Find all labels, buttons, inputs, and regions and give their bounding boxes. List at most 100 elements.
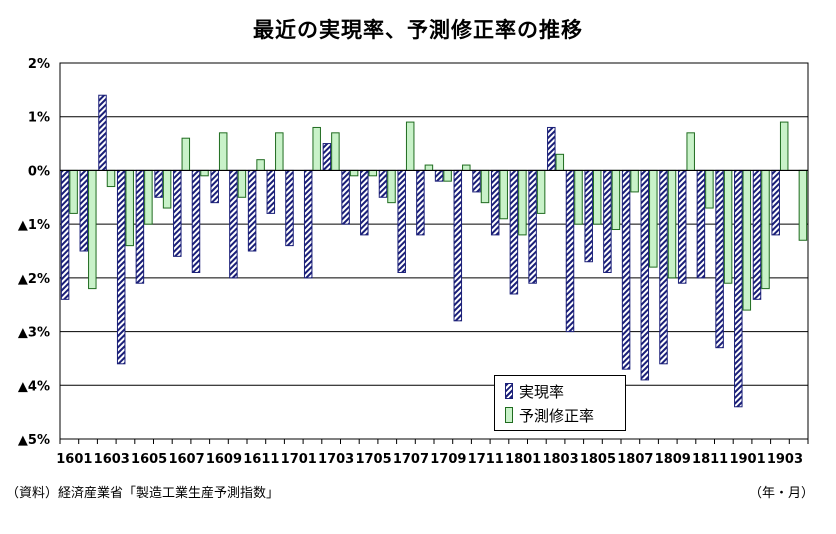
bar-s1-1704	[349, 169, 359, 177]
bar-s1-1603	[106, 169, 116, 188]
bar-s1-1702	[312, 126, 321, 171]
x-tick-label-1711: 1711	[468, 452, 504, 467]
x-tick-label-1901: 1901	[729, 452, 765, 467]
bar-s1-1706	[387, 169, 396, 204]
bar-s0-1703	[322, 143, 332, 171]
x-tick-label-1603: 1603	[94, 452, 130, 467]
bar-s1-1806	[611, 169, 621, 231]
legend-label-1: 予測修正率	[519, 406, 595, 425]
x-tick-label-1611: 1611	[243, 452, 279, 467]
bar-s0-1801	[509, 169, 519, 295]
legend: 実現率 予測修正率	[494, 375, 626, 431]
bar-s1-1802	[536, 169, 546, 214]
bar-s0-1603	[98, 94, 107, 171]
plot-frame	[59, 62, 809, 440]
legend-label-0: 実現率	[519, 382, 565, 401]
bar-s0-1804	[565, 169, 575, 333]
bar-s1-1710	[462, 164, 471, 171]
bar-s0-1610	[229, 169, 238, 279]
legend-swatch-green	[505, 407, 513, 423]
bar-s0-1709	[434, 169, 444, 182]
y-tick-label-3: ▲1%	[18, 218, 50, 233]
chart-title: 最近の実現率、予測修正率の推移	[253, 18, 583, 42]
bar-s1-1604	[125, 169, 134, 247]
bar-s0-1708	[416, 169, 425, 236]
bar-s0-1803	[547, 126, 556, 171]
bar-s0-1607	[173, 169, 182, 257]
bar-s0-1711	[472, 169, 481, 193]
legend-swatch-hatched	[505, 383, 513, 399]
bar-s0-1602	[79, 169, 89, 252]
x-tick-label-1701: 1701	[281, 452, 317, 467]
bar-s1-1607	[181, 137, 191, 171]
bar-s0-1606	[154, 169, 163, 198]
bar-s0-1601	[60, 169, 70, 300]
bar-s0-1707	[397, 169, 406, 273]
bar-s1-1608	[200, 169, 209, 177]
source-note: （資料）経済産業省「製造工業生産予測指数」	[6, 486, 280, 501]
bar-s0-1702	[303, 169, 313, 279]
bar-s1-1610	[237, 169, 247, 198]
bar-s1-1611	[256, 159, 265, 171]
bar-s1-1904	[798, 169, 808, 241]
bar-s1-1712	[499, 169, 508, 220]
x-tick-label-1601: 1601	[56, 452, 92, 467]
bar-s0-1612	[266, 169, 276, 214]
bar-s0-1609	[210, 169, 219, 204]
gridlines	[60, 62, 808, 440]
y-tick-label-0: 2%	[28, 57, 50, 72]
x-tick-label-1801: 1801	[505, 452, 541, 467]
bar-s1-1809	[667, 169, 677, 279]
bar-s0-1806	[603, 169, 612, 273]
bar-s1-1612	[275, 132, 284, 171]
bar-s0-1705	[360, 169, 369, 236]
unit-note: （年・月）	[748, 486, 814, 501]
x-tick-label-1805: 1805	[580, 452, 616, 467]
bar-s0-1710	[453, 169, 463, 322]
y-tick-label-1: 1%	[28, 111, 50, 126]
y-tick-label-4: ▲2%	[18, 272, 50, 287]
bar-s1-1606	[162, 169, 172, 209]
bar-s1-1808	[649, 169, 658, 268]
bar-s0-1812	[715, 169, 724, 349]
bar-s1-1902	[761, 169, 770, 290]
bar-s0-1903	[771, 169, 780, 236]
bar-s1-1810	[686, 132, 695, 171]
bar-s1-1803	[555, 153, 565, 171]
bar-s1-1812	[723, 169, 733, 284]
bar-s0-1611	[247, 169, 257, 252]
bar-s1-1804	[574, 169, 583, 225]
x-tick-label-1607: 1607	[168, 452, 204, 467]
bar-s1-1807	[630, 169, 639, 193]
y-tick-label-6: ▲4%	[18, 379, 50, 394]
bar-s0-1608	[191, 169, 201, 273]
bar-s0-1809	[659, 169, 668, 365]
bar-s0-1802	[528, 169, 537, 284]
x-tick-label-1903: 1903	[767, 452, 803, 467]
bar-s1-1705	[368, 169, 378, 177]
x-tick-label-1707: 1707	[393, 452, 429, 467]
x-tick-label-1703: 1703	[318, 452, 354, 467]
bar-s1-1708	[424, 164, 434, 171]
x-axis-ticks: 1601 1603 1605 1607 1609 1611 1701 1703 1705 1707…	[56, 439, 809, 467]
x-tick-label-1809: 1809	[655, 452, 691, 467]
bar-s0-1605	[135, 169, 145, 284]
x-tick-label-1807: 1807	[617, 452, 653, 467]
bar-s0-1706	[378, 169, 388, 198]
bar-s0-1805	[584, 169, 593, 263]
x-tick-label-1709: 1709	[430, 452, 466, 467]
bar-s0-1712	[490, 169, 500, 236]
bar-s0-1701	[285, 169, 294, 247]
bar-s0-1901	[734, 169, 743, 408]
bar-s1-1901	[742, 169, 752, 311]
y-tick-label-2: 0%	[28, 164, 50, 179]
bar-s0-1810	[677, 169, 687, 284]
x-tick-label-1803: 1803	[542, 452, 578, 467]
bar-s1-1903	[779, 121, 789, 171]
bar-s1-1601	[69, 169, 78, 214]
bar-s1-1602	[88, 169, 97, 290]
bar-s1-1805	[592, 169, 602, 225]
bar-s0-1811	[696, 169, 706, 279]
bar-s1-1801	[518, 169, 527, 236]
bar-s1-1811	[705, 169, 714, 209]
